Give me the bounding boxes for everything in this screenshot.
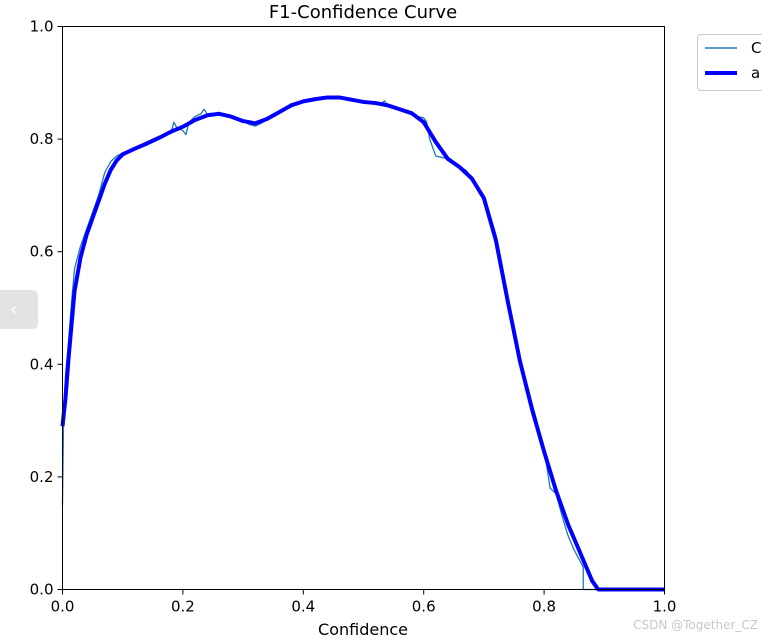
y-tick-label: 0.8	[30, 130, 54, 148]
y-tick-label: 0.2	[30, 468, 54, 486]
x-tick-label: 0.2	[171, 598, 195, 616]
x-tick-label: 0.0	[51, 598, 75, 616]
y-tick-label: 1.0	[30, 18, 54, 36]
legend-label-c: C	[751, 39, 761, 57]
x-tick-label: 1.0	[653, 598, 677, 616]
x-tick-label: 0.4	[291, 598, 315, 616]
watermark: CSDN @Together_CZ	[633, 618, 758, 632]
x-tick-label: 0.6	[412, 598, 436, 616]
legend: C a	[697, 34, 762, 91]
chevron-left-icon: ‹	[10, 299, 18, 320]
x-tick-label: 0.8	[532, 598, 556, 616]
y-tick-label: 0.0	[30, 581, 54, 599]
y-tick-label: 0.6	[30, 243, 54, 261]
series-line-a	[60, 95, 665, 592]
axes-frame	[62, 26, 665, 590]
x-axis-label: Confidence	[318, 620, 408, 638]
ticks-layer: 0.0 0.2 0.4 0.6 0.8 1.0 0.0 0.2 0.4 0.6 0.8 1.0	[30, 18, 677, 616]
legend-label-a: a	[751, 64, 760, 82]
plot-area	[60, 95, 665, 592]
series-line-c	[61, 96, 665, 591]
y-tick-label: 0.4	[30, 355, 54, 373]
collapse-tab[interactable]: ‹	[0, 290, 38, 329]
chart-title: F1-Confidence Curve	[269, 2, 457, 23]
